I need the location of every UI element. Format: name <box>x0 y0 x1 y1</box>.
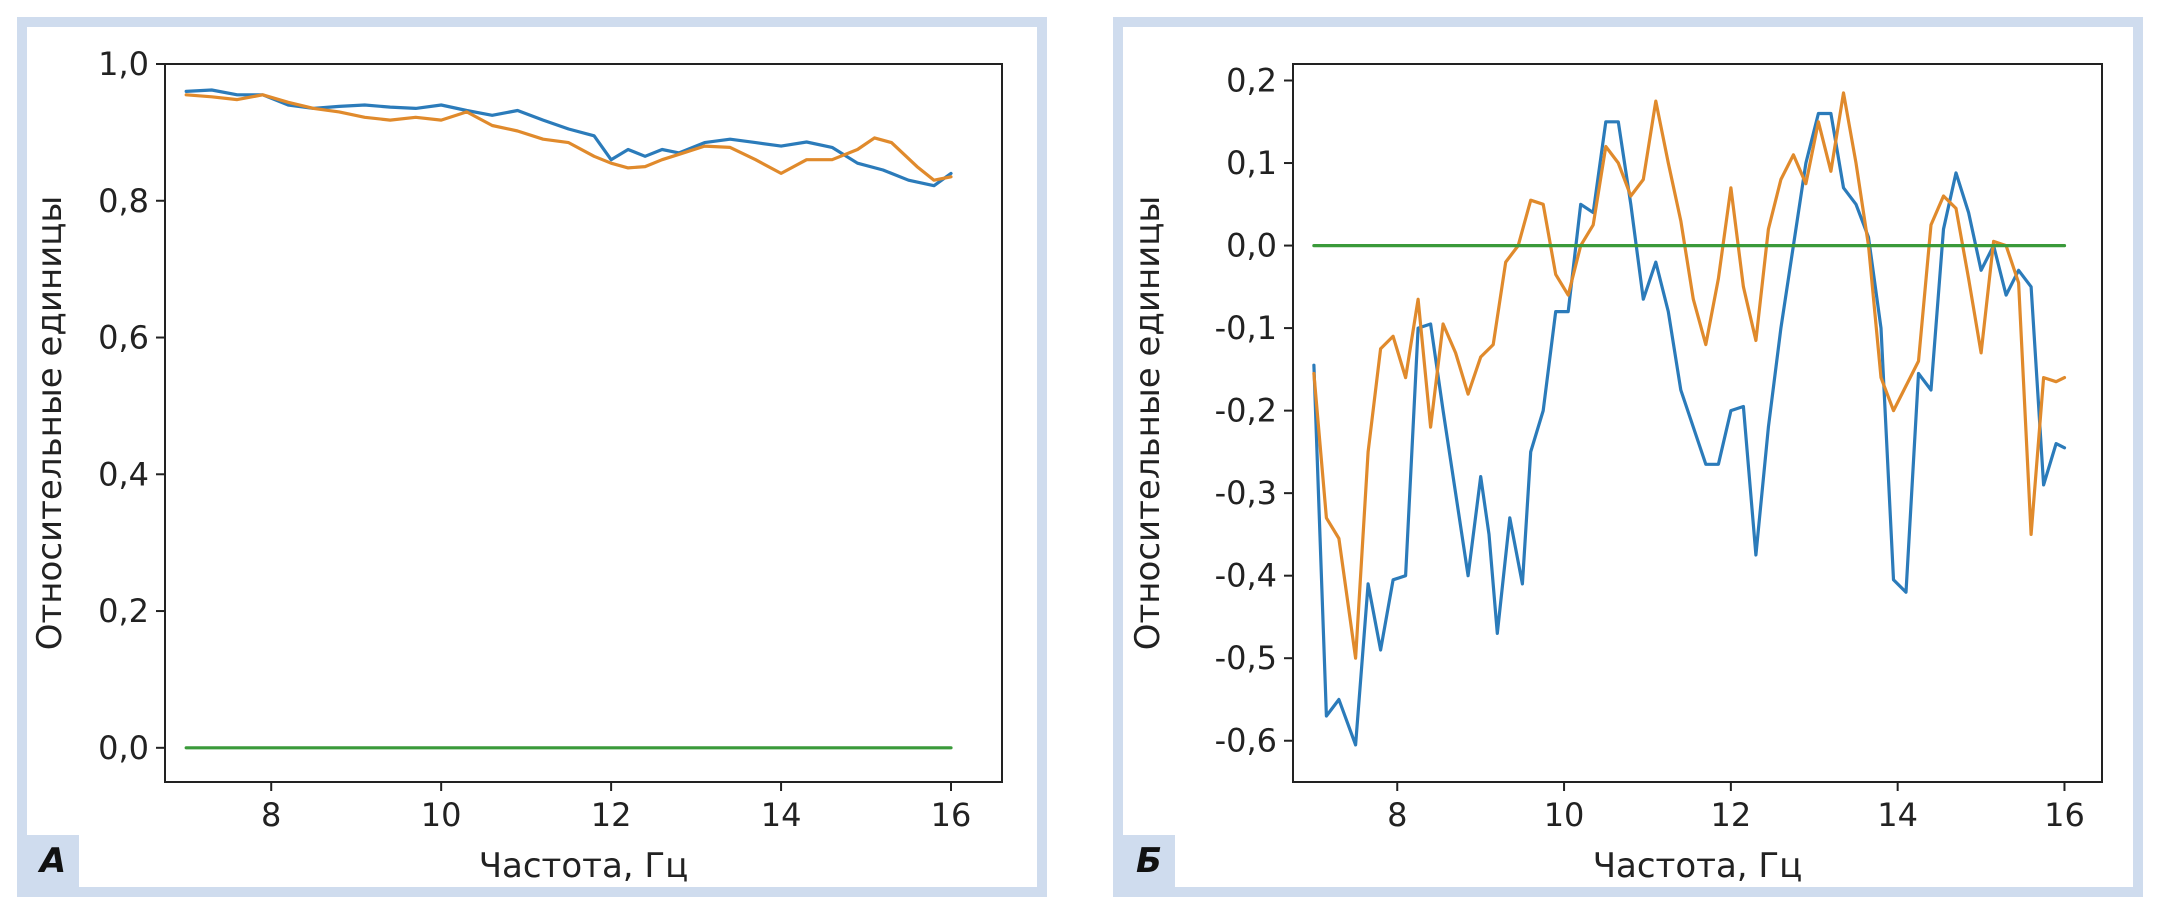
x-tick-label: 14 <box>761 796 802 834</box>
series-line-2 <box>184 93 953 182</box>
x-tick-label: 10 <box>1544 796 1585 834</box>
x-tick-label: 16 <box>931 796 972 834</box>
plot-frame <box>1292 63 2103 783</box>
y-tick-label: 0,0 <box>1226 227 1277 265</box>
x-tick-label: 14 <box>1877 796 1918 834</box>
x-tick-label: 10 <box>421 796 462 834</box>
y-tick-label: 0,2 <box>98 592 149 630</box>
panel-label-a: А <box>27 835 79 887</box>
x-tick-label: 12 <box>591 796 632 834</box>
y-tick-label: -0,6 <box>1215 722 1277 760</box>
y-tick-label: -0,1 <box>1215 309 1277 347</box>
y-tick-label: 0,1 <box>1226 144 1277 182</box>
y-tick-label: -0,3 <box>1215 474 1277 512</box>
y-tick-label: 1,0 <box>98 45 149 83</box>
y-tick-label: 0,8 <box>98 182 149 220</box>
chart-panel-a: 8 10 12 14 16 0,0 0,2 0,4 0,6 0,8 1,0 Частота, Гц От… <box>17 17 1047 897</box>
y-tick-label: 0,0 <box>98 729 149 767</box>
x-tick-label: 16 <box>2044 796 2085 834</box>
plot-frame <box>164 63 1003 783</box>
y-tick-label: 0,2 <box>1226 62 1277 100</box>
y-tick-label: -0,2 <box>1215 392 1277 430</box>
panel-label-b: Б <box>1123 835 1175 887</box>
x-axis-label: Частота, Гц <box>479 846 689 886</box>
x-tick-label: 8 <box>261 796 281 834</box>
y-tick-label: -0,4 <box>1215 557 1277 595</box>
x-axis-label: Частота, Гц <box>1593 846 1803 886</box>
y-tick-label: 0,6 <box>98 319 149 357</box>
chart-panel-b: 8 10 12 14 16 -0,6 -0,5 -0,4 -0,3 -0,2 -0,1 0,0 0,1 0… <box>1113 17 2143 897</box>
y-axis-label: Относительные единицы <box>1128 196 1168 651</box>
series-line-2 <box>1312 91 2067 660</box>
y-tick-label: 0,4 <box>98 455 149 493</box>
y-tick-label: -0,5 <box>1215 639 1277 677</box>
chart-b-svg: 8 10 12 14 16 -0,6 -0,5 -0,4 -0,3 -0,2 -0,1 0,0 0,1 0… <box>1128 62 2103 886</box>
series-line-1 <box>184 88 953 188</box>
chart-a-svg: 8 10 12 14 16 0,0 0,2 0,4 0,6 0,8 1,0 Частота, Гц От… <box>30 45 1003 886</box>
y-axis-label: Относительные единицы <box>30 196 70 651</box>
x-tick-label: 8 <box>1387 796 1407 834</box>
series-line-1 <box>1312 111 2067 747</box>
x-tick-label: 12 <box>1711 796 1752 834</box>
